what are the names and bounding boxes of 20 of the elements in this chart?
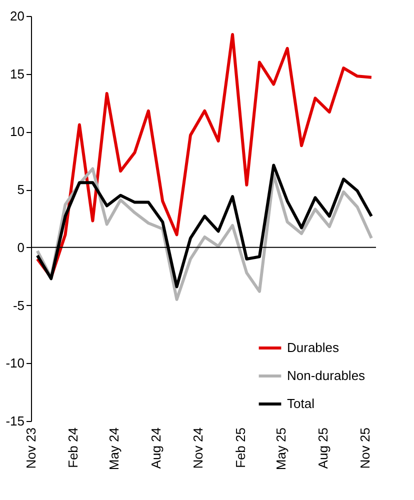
x-tick-label: Feb 25 (232, 428, 248, 468)
y-tick-label: -10 (6, 356, 24, 371)
y-tick-label: -15 (6, 414, 24, 428)
y-tick-label: 15 (10, 66, 24, 82)
x-tick-label: Aug 24 (148, 428, 164, 469)
y-tick-label: 5 (17, 182, 24, 198)
legend-label: Durables (287, 340, 340, 355)
y-tick-label: 0 (17, 240, 24, 255)
x-tick-label: May 25 (273, 428, 288, 470)
legend-label: Non-durables (287, 368, 366, 383)
x-tick-label: May 24 (106, 428, 122, 470)
x-tick-label: Nov 25 (358, 428, 373, 469)
x-tick-label: Nov 24 (190, 428, 206, 469)
legend-label: Total (287, 396, 315, 411)
x-tick-label: Feb 24 (66, 428, 81, 468)
y-tick-label: -5 (12, 298, 24, 313)
x-tick-label: Aug 25 (315, 428, 330, 469)
y-tick-label: 20 (10, 8, 24, 24)
y-tick-label: 10 (10, 124, 24, 140)
x-tick-label: Nov 23 (24, 428, 38, 469)
